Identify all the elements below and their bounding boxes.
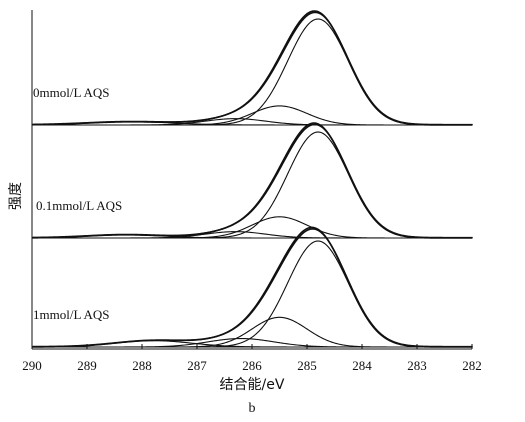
- x-tick-label: 289: [77, 358, 97, 373]
- y-axis-title: 强度: [8, 182, 24, 210]
- component-peak-0: [32, 131, 472, 239]
- envelope-fit: [32, 123, 473, 239]
- envelope-measured: [31, 10, 472, 126]
- panel-1: 0.1mmol/L AQS: [31, 122, 473, 239]
- envelope-measured: [31, 122, 472, 239]
- envelope-fit: [32, 228, 473, 348]
- panel-2: 1mmol/L AQS: [32, 226, 473, 348]
- panel-label: 0.1mmol/L AQS: [36, 198, 122, 213]
- x-tick-label: 288: [132, 358, 152, 373]
- envelope-fit: [32, 11, 473, 126]
- x-tick-label: 282: [462, 358, 482, 373]
- x-tick-label: 290: [22, 358, 42, 373]
- component-peak-0: [32, 240, 472, 348]
- x-tick-label: 285: [297, 358, 317, 373]
- x-axis-title: 结合能/eV: [220, 377, 285, 393]
- panel-label: 0mmol/L AQS: [33, 85, 109, 100]
- panel-0: 0mmol/L AQS: [31, 10, 473, 126]
- x-tick-label: 286: [242, 358, 262, 373]
- x-tick-label: 287: [187, 358, 207, 373]
- x-tick-label: 284: [352, 358, 372, 373]
- panel-label: 1mmol/L AQS: [33, 307, 109, 322]
- figure-sublabel: b: [249, 401, 256, 416]
- panels-group: 0mmol/L AQS 0.1mmol/L AQS 1mmol/L AQS: [31, 10, 473, 348]
- x-tick-label: 283: [407, 358, 427, 373]
- x-ticks-group: 290 289 288 287 286 285 284 283 282: [22, 344, 482, 373]
- component-peak-0: [32, 18, 472, 126]
